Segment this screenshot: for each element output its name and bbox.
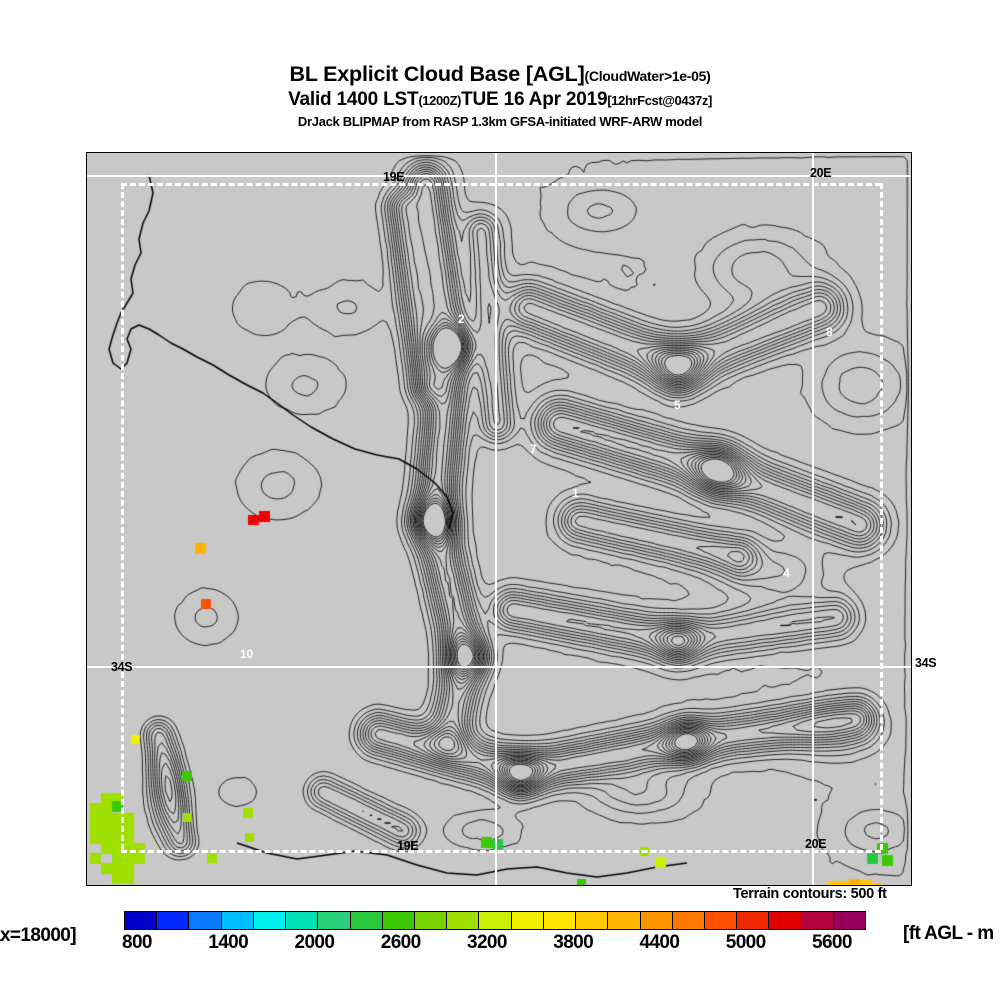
colorbar-segment [157, 912, 190, 929]
colorbar-segment [576, 912, 609, 929]
valid-date: TUE 16 Apr 2019 [461, 89, 608, 110]
station-label-5: 5 [674, 398, 681, 412]
colorbar-tick-label: 800 [122, 932, 153, 953]
colorbar-segment [608, 912, 641, 929]
map-raster [87, 153, 911, 885]
graticule-label-20e-bottom: 20E [805, 837, 827, 851]
forecast-hour: [12hrFcst@0437z] [607, 93, 712, 108]
colorbar-segment [414, 912, 448, 929]
station-label-8: 8 [826, 325, 833, 339]
colorbar-segment [189, 912, 222, 929]
colorbar-segment [640, 912, 673, 929]
graticule-label-20e-top: 20E [810, 166, 832, 180]
title-block: BL Explicit Cloud Base [AGL](CloudWater>… [0, 62, 1000, 129]
domain-boundary-right [880, 183, 883, 850]
station-label-2: 2 [458, 312, 465, 326]
station-label-7: 7 [530, 442, 537, 456]
valid-time: Valid 1400 LST [288, 89, 419, 110]
title-line-main: BL Explicit Cloud Base [AGL](CloudWater>… [0, 62, 1000, 87]
graticule-line-33s [87, 175, 911, 177]
title-condition: (CloudWater>1e-05) [584, 68, 711, 84]
graticule-label-34s-right: 34S [915, 656, 937, 670]
graticule-line-19e [495, 153, 497, 885]
colorbar-segment [672, 912, 705, 929]
colorbar-tick-label: 2600 [380, 932, 421, 953]
colorbar-segment [125, 912, 158, 929]
map-panel[interactable] [86, 152, 912, 886]
graticule-label-19e-top: 19E [383, 170, 405, 184]
colorbar-segment [737, 912, 770, 929]
station-label-10: 10 [240, 647, 253, 661]
domain-boundary-top [121, 183, 881, 186]
colorbar-segment [511, 912, 544, 929]
colorbar-segment [253, 912, 287, 929]
graticule-line-20e [812, 153, 814, 885]
colorbar[interactable] [124, 911, 866, 930]
colorbar-segment [801, 912, 834, 929]
station-label-4: 4 [783, 566, 790, 580]
colorbar-tick-label: 5600 [812, 932, 852, 953]
domain-boundary-bottom [121, 850, 881, 853]
colorbar-tick-label: 2000 [294, 932, 335, 953]
graticule-label-19e-bottom: 19E [397, 839, 419, 853]
colorbar-segment [479, 912, 512, 929]
colorbar-segment [318, 912, 351, 929]
terrain-contour-note: Terrain contours: 500 ft [733, 886, 887, 902]
model-subtitle: DrJack BLIPMAP from RASP 1.3km GFSA-init… [297, 114, 703, 129]
page-title: BL Explicit Cloud Base [AGL] [289, 62, 585, 86]
colorbar-segment [769, 912, 802, 929]
colorbar-segment [704, 912, 738, 929]
colorbar-segment [350, 912, 383, 929]
valid-time-utc: (1200Z) [418, 93, 462, 108]
colorbar-tick-label: 3800 [553, 932, 594, 953]
colorbar-segment [221, 912, 254, 929]
title-line-valid: Valid 1400 LST(1200Z)TUE 16 Apr 2019[12h… [0, 89, 1000, 111]
station-label-1: 1 [572, 486, 579, 500]
colorbar-segment [447, 912, 480, 929]
colorbar-max-label: ax=18000] [0, 925, 77, 946]
colorbar-segment [833, 912, 866, 929]
colorbar-segment [382, 912, 415, 929]
colorbar-tick-label: 3200 [467, 932, 507, 953]
colorbar-tick-label: 5000 [725, 932, 766, 953]
colorbar-units-label: [ft AGL - m [903, 923, 994, 944]
colorbar-segment [286, 912, 319, 929]
graticule-label-34s-left: 34S [111, 660, 133, 674]
colorbar-panel: ax=18000] 800 1400 2000 2600 3200 3800 4400 500… [0, 911, 1000, 961]
colorbar-tick-label: 1400 [208, 932, 249, 953]
colorbar-segment [543, 912, 577, 929]
domain-boundary-left [121, 183, 124, 850]
colorbar-tick-label: 4400 [639, 932, 680, 953]
graticule-line-34s [87, 666, 911, 668]
